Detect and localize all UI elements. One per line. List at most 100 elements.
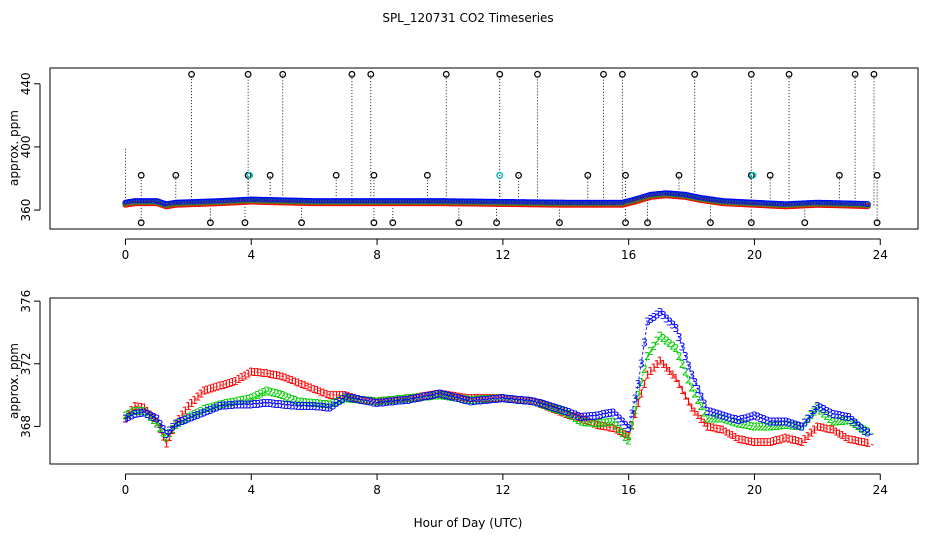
series-2-point: 2 bbox=[823, 410, 830, 423]
series-3-point: 3 bbox=[405, 394, 412, 407]
series-2-point: 2 bbox=[597, 417, 604, 430]
series-2-point: 2 bbox=[380, 395, 387, 408]
series-2-point: 2 bbox=[635, 389, 642, 402]
series-3-point: 3 bbox=[691, 376, 698, 389]
series-2-point: 2 bbox=[716, 413, 723, 426]
series-3-point: 3 bbox=[216, 400, 223, 413]
series-3-point: 3 bbox=[141, 406, 148, 419]
series-1-point: 1 bbox=[823, 422, 830, 435]
series-2-point: 2 bbox=[295, 395, 302, 408]
series-3-point: 3 bbox=[389, 395, 396, 408]
series-2-point: 2 bbox=[286, 392, 293, 405]
series-3-point: 3 bbox=[562, 405, 569, 418]
series-1-point: 1 bbox=[748, 435, 755, 448]
series-2-point: 2 bbox=[191, 408, 198, 421]
spike-point-low bbox=[298, 219, 305, 227]
series-1-point: 1 bbox=[254, 366, 261, 379]
series-1-point: 1 bbox=[477, 392, 484, 405]
series-2-point: 2 bbox=[169, 423, 176, 436]
series-2-point: 2 bbox=[572, 412, 579, 425]
spike-point-mid bbox=[515, 171, 522, 179]
series-1-point: 1 bbox=[826, 423, 833, 436]
series-3-point: 3 bbox=[679, 341, 686, 354]
series-3-point: 3 bbox=[732, 413, 739, 426]
series-1-point: 1 bbox=[213, 381, 220, 394]
series-3-point: 3 bbox=[572, 409, 579, 422]
series-3-point: 3 bbox=[521, 394, 528, 407]
series-3-point: 3 bbox=[817, 402, 824, 415]
series-2-point: 2 bbox=[625, 435, 632, 448]
series-2-point: 2 bbox=[433, 389, 440, 402]
series-3-point: 3 bbox=[685, 359, 692, 372]
series-2-point: 2 bbox=[628, 419, 635, 432]
series-3-point: 3 bbox=[751, 409, 758, 422]
series-2-point: 2 bbox=[229, 396, 236, 409]
series-1-point: 1 bbox=[317, 385, 324, 398]
series-2-point: 2 bbox=[842, 414, 849, 427]
series-3-point: 3 bbox=[295, 400, 302, 413]
series-2-point: 2 bbox=[631, 404, 638, 417]
series-3-point: 3 bbox=[399, 394, 406, 407]
series-1-point: 1 bbox=[518, 394, 525, 407]
series-3-point: 3 bbox=[367, 396, 374, 409]
series-3-point: 3 bbox=[811, 404, 818, 417]
series-1-point: 1 bbox=[786, 432, 793, 445]
top-x-tick-label: 0 bbox=[122, 248, 130, 262]
series-3-point: 3 bbox=[754, 411, 761, 424]
series-3-point: 3 bbox=[613, 409, 620, 422]
series-1-point: 1 bbox=[295, 377, 302, 390]
series-3-point: 3 bbox=[477, 394, 484, 407]
series-1-point: 1 bbox=[770, 435, 777, 448]
spike-point-mid bbox=[584, 171, 592, 179]
series-3-point: 3 bbox=[330, 399, 337, 412]
series-1-point: 1 bbox=[304, 380, 311, 393]
series-3-point: 3 bbox=[144, 408, 151, 421]
series-2-point: 2 bbox=[232, 395, 239, 408]
series-3-point: 3 bbox=[537, 397, 544, 410]
x-axis-label: Hour of Day (UTC) bbox=[414, 516, 523, 530]
series-3-point: 3 bbox=[345, 391, 352, 404]
series-1-point: 1 bbox=[311, 383, 318, 396]
series-1-point: 1 bbox=[792, 434, 799, 447]
series-1-point: 1 bbox=[490, 392, 497, 405]
series-3-point: 3 bbox=[484, 394, 491, 407]
series-3-point: 3 bbox=[789, 418, 796, 431]
series-1-point: 1 bbox=[374, 395, 381, 408]
series-3-point: 3 bbox=[704, 405, 711, 418]
series-3-point: 3 bbox=[147, 409, 154, 422]
series-2-point: 2 bbox=[556, 404, 563, 417]
series-3-point: 3 bbox=[569, 407, 576, 420]
series-3-point: 3 bbox=[182, 414, 189, 427]
series-2-point: 2 bbox=[273, 387, 280, 400]
series-1-point: 1 bbox=[455, 390, 462, 403]
series-2-point: 2 bbox=[201, 403, 208, 416]
series-1-point: 1 bbox=[216, 380, 223, 393]
series-2-point: 2 bbox=[603, 416, 610, 429]
series-3-point: 3 bbox=[657, 306, 664, 319]
series-3-point: 3 bbox=[455, 392, 462, 405]
series-3-point: 3 bbox=[314, 400, 321, 413]
series-1-point: 1 bbox=[575, 412, 582, 425]
series-2-point: 2 bbox=[732, 416, 739, 429]
spike-point-low bbox=[873, 219, 881, 227]
series-1-point: 1 bbox=[855, 435, 862, 448]
series-3-point: 3 bbox=[782, 416, 789, 429]
series-1-point: 1 bbox=[194, 391, 201, 404]
series-3-point: 3 bbox=[238, 398, 245, 411]
series-1-point: 1 bbox=[641, 378, 648, 391]
series-3-point: 3 bbox=[292, 400, 299, 413]
series-2-point: 2 bbox=[660, 332, 667, 345]
series-2-point: 2 bbox=[613, 419, 620, 432]
series-2-point: 2 bbox=[386, 394, 393, 407]
series-2-point: 2 bbox=[760, 420, 767, 433]
series-3-point: 3 bbox=[197, 408, 204, 421]
series-2-point: 2 bbox=[710, 413, 717, 426]
series-1-point: 1 bbox=[675, 378, 682, 391]
series-2-point: 2 bbox=[848, 416, 855, 429]
series-3-point: 3 bbox=[418, 391, 425, 404]
series-2-point: 2 bbox=[641, 363, 648, 376]
series-1-point: 1 bbox=[691, 405, 698, 418]
series-2-point: 2 bbox=[128, 406, 135, 419]
bottom-x-tick-label: 20 bbox=[747, 483, 762, 497]
